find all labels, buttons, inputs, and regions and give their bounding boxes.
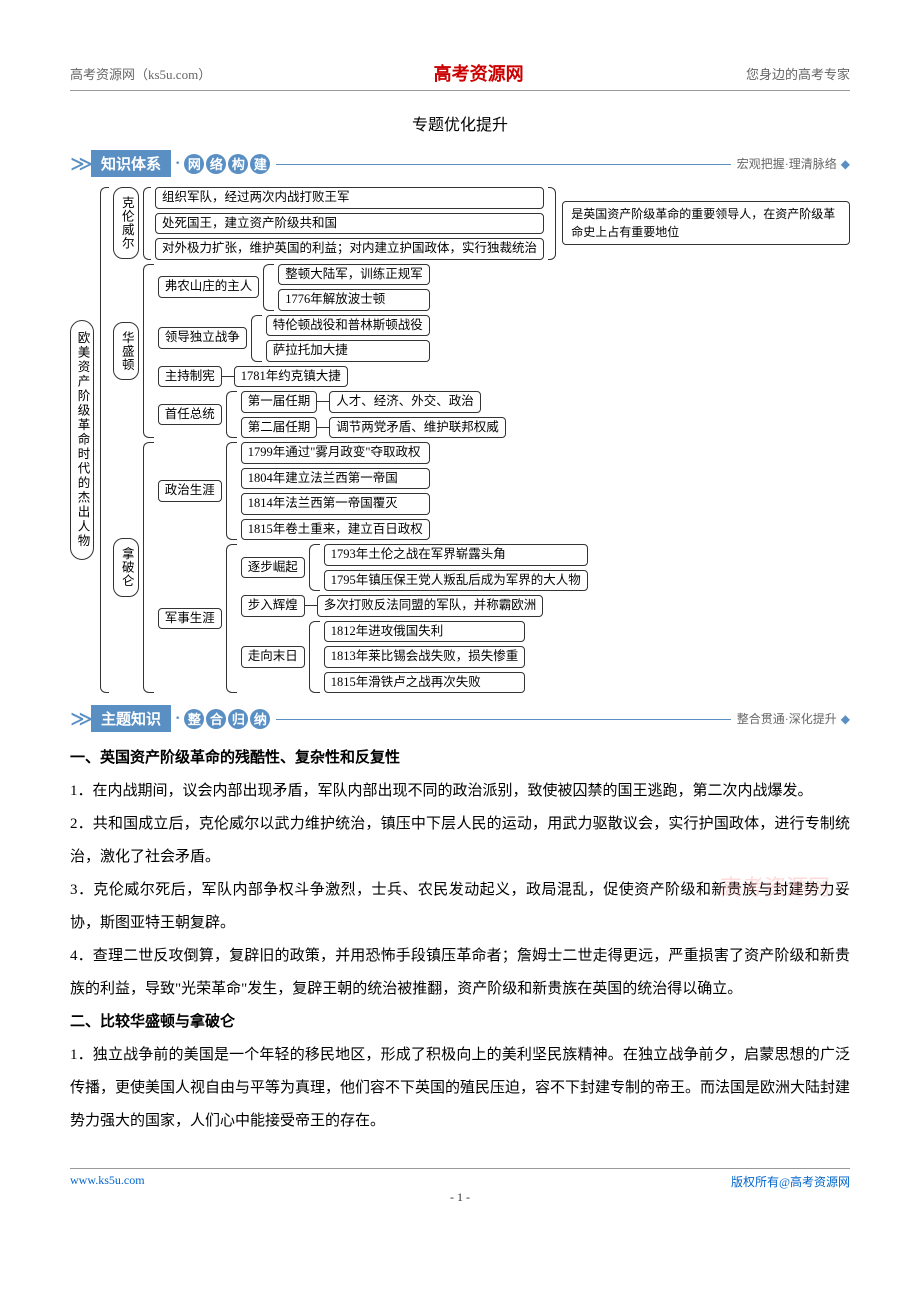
concept-diagram: 欧美资产阶级革命时代的杰出人物 克伦威尔 组织军队，经过两次内战打败王军 处死国… (70, 187, 850, 693)
chevron-icon: ≫ (70, 151, 87, 177)
diagram-node: 调节两党矛盾、维护联邦权威 (329, 417, 506, 439)
page-number: - 1 - (70, 1190, 850, 1205)
diagram-node: 第一届任期 (241, 391, 318, 413)
body-text: 一、英国资产阶级革命的残酷性、复杂性和反复性 1．在内战期间，议会内部出现矛盾，… (70, 742, 850, 1138)
paragraph: 4．查理二世反攻倒算，复辟旧的政策，并用恐怖手段镇压革命者；詹姆士二世走得更远，… (70, 940, 850, 1006)
diagram-node: 1812年进攻俄国失利 (324, 621, 526, 643)
diagram-node: 1781年约克镇大捷 (234, 366, 348, 388)
pill: 网 (184, 154, 204, 174)
washington-node: 华盛顿 (113, 322, 139, 381)
bar1-label: 知识体系 (91, 150, 171, 177)
cromwell-node: 克伦威尔 (113, 187, 139, 259)
page-header: 高考资源网（ks5u.com） 高考资源网 您身边的高考专家 (70, 60, 850, 91)
dot-icon: · (175, 155, 180, 173)
diagram-node: 1795年镇压保王党人叛乱后成为军界的大人物 (324, 570, 588, 592)
pill: 络 (206, 154, 226, 174)
chevron-icon: ≫ (70, 706, 87, 732)
footer-copyright: 版权所有@高考资源网 (731, 1173, 850, 1190)
diagram-node: 1804年建立法兰西第一帝国 (241, 468, 430, 490)
diagram-node: 1813年莱比锡会战失败，损失惨重 (324, 646, 526, 668)
header-center: 高考资源网 (434, 60, 524, 86)
bar1-pills: 网 络 构 建 (184, 154, 270, 174)
footer-url: www.ks5u.com (70, 1173, 145, 1190)
bar2-pills: 整 合 归 纳 (184, 709, 270, 729)
napoleon-group: 拿破仑 政治生涯 1799年通过"雾月政变"夺取政权 1804年建立法兰西第一帝… (113, 442, 850, 693)
diagram-node: 第二届任期 (241, 417, 318, 439)
cromwell-group: 克伦威尔 组织军队，经过两次内战打败王军 处死国王，建立资产阶级共和国 对外极力… (113, 187, 850, 260)
diamond-icon: ◆ (841, 712, 850, 726)
diagram-node: 1815年卷土重来，建立百日政权 (241, 519, 430, 541)
root-node: 欧美资产阶级革命时代的杰出人物 (70, 320, 94, 560)
diagram-node: 多次打败反法同盟的军队，并称霸欧洲 (317, 595, 544, 617)
page-footer: www.ks5u.com 版权所有@高考资源网 (70, 1168, 850, 1190)
pill: 纳 (250, 709, 270, 729)
diagram-node: 组织军队，经过两次内战打败王军 (155, 187, 544, 209)
diagram-node: 特伦顿战役和普林斯顿战役 (266, 315, 430, 337)
diagram-node: 军事生涯 (158, 608, 222, 630)
diagram-node: 首任总统 (158, 404, 222, 426)
header-left: 高考资源网（ks5u.com） (70, 64, 211, 83)
bar1-tail: 宏观把握·理清脉络◆ (737, 155, 850, 172)
cromwell-desc: 是英国资产阶级革命的重要领导人，在资产阶级革命史上占有重要地位 (562, 201, 850, 245)
diagram-node: 逐步崛起 (241, 557, 305, 579)
diagram-node: 人才、经济、外交、政治 (329, 391, 481, 413)
heading-1: 一、英国资产阶级革命的残酷性、复杂性和反复性 (70, 742, 850, 775)
section-bar-knowledge: ≫ 知识体系 · 网 络 构 建 宏观把握·理清脉络◆ (70, 150, 850, 177)
bar-underline (276, 163, 730, 165)
paragraph: 3．克伦威尔死后，军队内部争权斗争激烈，士兵、农民发动起义，政局混乱，促使资产阶… (70, 874, 850, 940)
bar2-label: 主题知识 (91, 705, 171, 732)
paragraph: 2．共和国成立后，克伦威尔以武力维护统治，镇压中下层人民的运动，用武力驱散议会，… (70, 808, 850, 874)
diamond-icon: ◆ (841, 157, 850, 171)
bar-underline (276, 718, 730, 720)
pill: 建 (250, 154, 270, 174)
diagram-node: 1814年法兰西第一帝国覆灭 (241, 493, 430, 515)
washington-group: 华盛顿 弗农山庄的主人 整顿大陆军，训练正规军 1776年解放波士顿 领导独立战… (113, 264, 850, 439)
diagram-node: 1815年滑铁卢之战再次失败 (324, 672, 526, 694)
diagram-node: 处死国王，建立资产阶级共和国 (155, 213, 544, 235)
pill: 整 (184, 709, 204, 729)
diagram-node: 1776年解放波士顿 (278, 289, 430, 311)
diagram-node: 步入辉煌 (241, 595, 305, 617)
napoleon-node: 拿破仑 (113, 538, 139, 597)
diagram-node: 1793年土伦之战在军界崭露头角 (324, 544, 588, 566)
diagram-node: 萨拉托加大捷 (266, 340, 430, 362)
diagram-node: 政治生涯 (158, 480, 222, 502)
page-title: 专题优化提升 (70, 111, 850, 135)
paragraph: 1．在内战期间，议会内部出现矛盾，军队内部出现不同的政治派别，致使被囚禁的国王逃… (70, 775, 850, 808)
dot-icon: · (175, 710, 180, 728)
diagram-node: 领导独立战争 (158, 327, 247, 349)
pill: 合 (206, 709, 226, 729)
bar2-tail: 整合贯通·深化提升◆ (737, 710, 850, 727)
diagram-node: 弗农山庄的主人 (158, 276, 260, 298)
pill: 归 (228, 709, 248, 729)
header-right: 您身边的高考专家 (746, 64, 850, 83)
paragraph: 1．独立战争前的美国是一个年轻的移民地区，形成了积极向上的美利坚民族精神。在独立… (70, 1039, 850, 1138)
diagram-node: 对外极力扩张，维护英国的利益；对内建立护国政体，实行独裁统治 (155, 238, 544, 260)
heading-2: 二、比较华盛顿与拿破仑 (70, 1006, 850, 1039)
diagram-node: 走向末日 (241, 646, 305, 668)
pill: 构 (228, 154, 248, 174)
diagram-node: 主持制宪 (158, 366, 222, 388)
diagram-node: 整顿大陆军，训练正规军 (278, 264, 430, 286)
diagram-node: 1799年通过"雾月政变"夺取政权 (241, 442, 430, 464)
section-bar-theme: ≫ 主题知识 · 整 合 归 纳 整合贯通·深化提升◆ (70, 705, 850, 732)
